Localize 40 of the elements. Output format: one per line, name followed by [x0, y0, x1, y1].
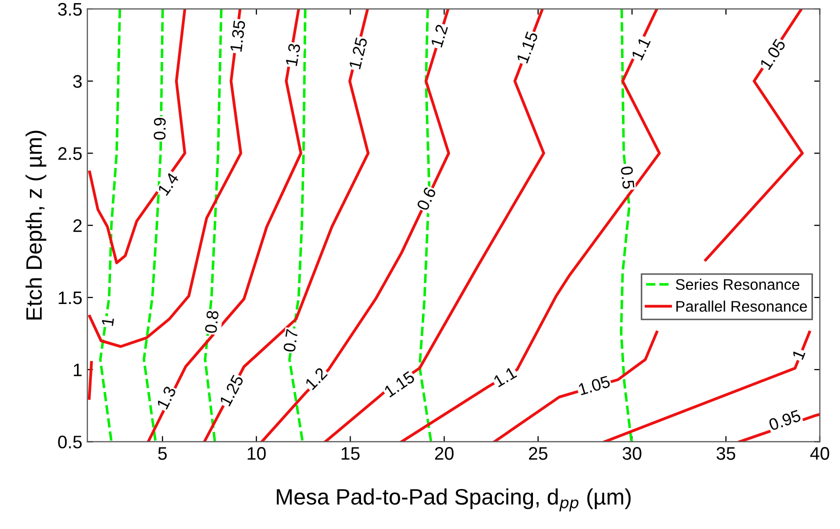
annotation: 0.9	[154, 118, 166, 140]
annotation: 1	[792, 348, 806, 360]
x-tick-label: 10	[248, 447, 266, 460]
y-tick-label: 3.5	[58, 2, 82, 16]
annotation: 1.1	[631, 36, 651, 61]
x-tick-label: 35	[716, 447, 736, 460]
annotation: 1.1	[493, 366, 518, 388]
legend-label: Parallel Resonance	[676, 300, 807, 312]
annotation: 1.25	[348, 36, 368, 70]
annotation: 0.6	[416, 186, 436, 212]
y-tick-label: 1	[74, 364, 82, 376]
y-axis-title: Etch Depth, z ( µm)	[26, 130, 46, 320]
x-tick-label: 30	[622, 447, 642, 460]
x-tick-label: 20	[435, 447, 454, 460]
y-tick-label: 3	[73, 75, 82, 88]
x-tick-label: 5	[158, 447, 167, 460]
annotation: 0.8	[204, 310, 219, 334]
annotation: 0.95	[768, 410, 802, 431]
x-axis-title: Mesa Pad-to-Pad Spacing, d$_{pp}$ (µm)	[276, 488, 631, 512]
annotation: 1.4	[157, 172, 180, 196]
y-tick-label: 1.5	[58, 292, 82, 304]
annotation: 1	[102, 317, 114, 326]
annotation: 1.3	[156, 385, 176, 410]
annotation: 1.15	[384, 370, 416, 398]
annotation: 1.2	[304, 366, 328, 390]
x-tick-label: 40	[810, 447, 830, 460]
y-tick-label: 2	[73, 219, 82, 232]
annotation: 0.5	[620, 166, 635, 190]
annotation: 1.15	[516, 30, 538, 64]
annotation: 1.05	[578, 375, 611, 396]
legend-label: Series Resonance	[676, 278, 800, 290]
annotation: 1.25	[219, 374, 244, 407]
x-tick-label: 15	[342, 447, 360, 460]
x-tick-label: 25	[528, 447, 548, 460]
y-tick-label: 2.5	[58, 147, 82, 160]
y-tick-label: 0.5	[58, 436, 82, 448]
annotation: 0.7	[283, 329, 298, 352]
annotation: 1.3	[285, 43, 301, 66]
annotation: 1.35	[230, 20, 246, 52]
annotation: 1.2	[430, 24, 448, 48]
